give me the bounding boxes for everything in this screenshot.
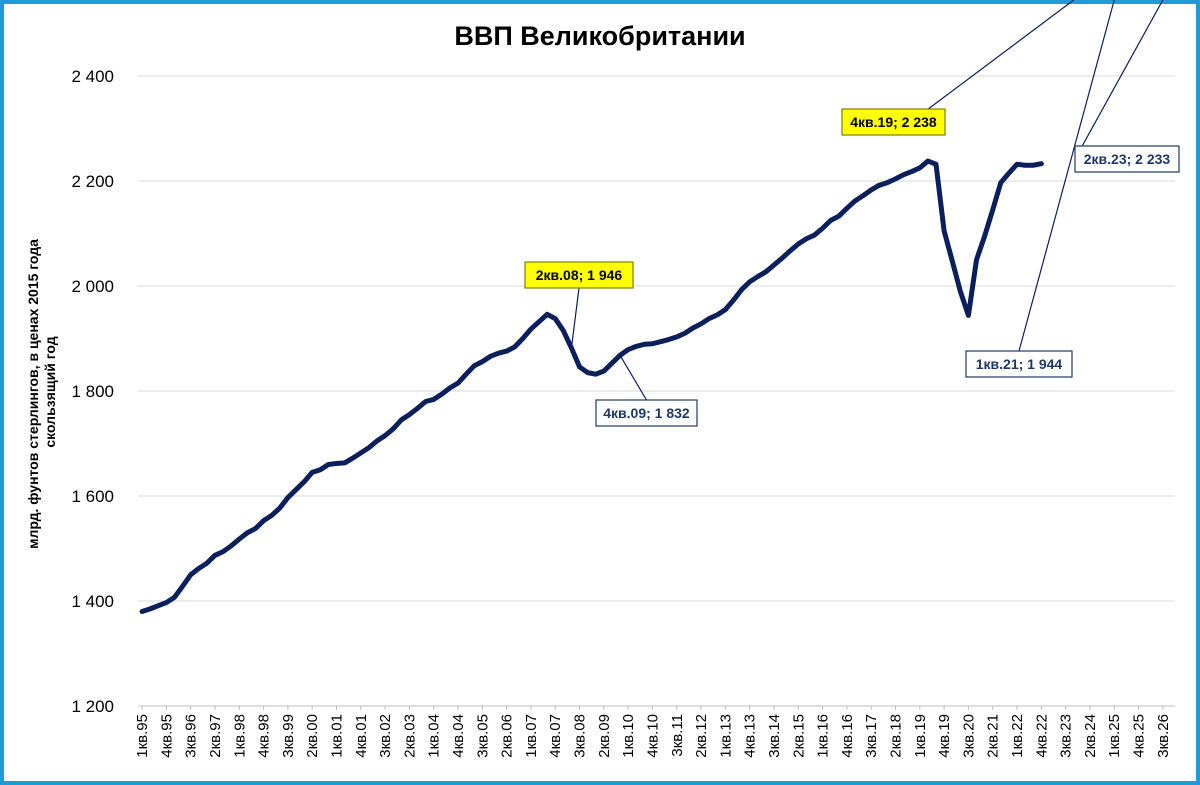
y-axis-tick-labels: 1 200 1 400 1 600 1 800 2 000 2 200 2 400 xyxy=(71,67,114,716)
annotation-text: 4кв.09; 1 832 xyxy=(603,405,690,421)
annotation-text: 2кв.23; 2 233 xyxy=(1084,151,1171,167)
gdp-series-line xyxy=(139,158,1044,614)
x-tick-label: 2кв.21 xyxy=(985,714,1002,758)
x-tick-label: 1кв.95 xyxy=(134,714,151,758)
x-tick-label: 1кв.25 xyxy=(1106,714,1123,758)
x-tick-label: 3кв.08 xyxy=(572,714,589,758)
x-tick-label: 4кв.25 xyxy=(1131,714,1148,758)
x-tick-label: 2кв.06 xyxy=(499,714,516,758)
annotation-callout: 4кв.19; 2 238 xyxy=(841,108,946,136)
annotation-box xyxy=(965,350,1073,378)
annotation-box xyxy=(841,108,946,136)
annotation-callout: 4кв.09; 1 832 xyxy=(595,399,698,427)
x-tick-label: 2кв.12 xyxy=(693,714,710,758)
x-tick-label: 3кв.14 xyxy=(766,714,783,758)
y-tick-label: 1 200 xyxy=(71,697,114,716)
annotation-leader xyxy=(1074,0,1164,160)
y-tick-label: 1 600 xyxy=(71,487,114,506)
x-tick-label: 1кв.07 xyxy=(523,714,540,758)
x-tick-label: 2кв.18 xyxy=(887,714,904,758)
x-tick-label: 1кв.04 xyxy=(426,714,443,758)
x-tick-label: 1кв.98 xyxy=(231,714,248,758)
x-tick-label: 3кв.96 xyxy=(183,714,200,758)
x-tick-label: 4кв.16 xyxy=(839,714,856,758)
x-tick-label: 3кв.26 xyxy=(1155,714,1172,758)
x-tick-label: 1кв.01 xyxy=(328,714,345,758)
grid-lines xyxy=(138,75,1175,602)
chart-title: ВВП Великобритании xyxy=(454,21,745,51)
annotation-callout: 2кв.08; 1 946 xyxy=(524,261,634,289)
x-tick-label: 4кв.98 xyxy=(256,714,273,758)
y-axis-label: млрд. фунтов стерлингов, в ценах 2015 го… xyxy=(25,235,58,549)
x-tick-label: 3кв.20 xyxy=(960,714,977,758)
x-tick-label: 1кв.10 xyxy=(620,714,637,758)
x-tick-label: 2кв.00 xyxy=(304,714,321,758)
x-tick-label: 3кв.11 xyxy=(669,714,686,757)
x-tick-label: 4кв.95 xyxy=(158,714,175,758)
x-tick-label: 1кв.19 xyxy=(912,714,929,758)
y-axis-label-line-1: млрд. фунтов стерлингов, в ценах 2015 го… xyxy=(25,239,41,549)
x-tick-label: 1кв.13 xyxy=(717,714,734,758)
annotation-text: 2кв.08; 1 946 xyxy=(536,267,623,283)
annotation-box xyxy=(524,261,634,289)
y-tick-label: 2 200 xyxy=(71,172,114,191)
y-tick-label: 1 400 xyxy=(71,592,114,611)
x-tick-label: 3кв.17 xyxy=(863,714,880,758)
x-tick-label: 3кв.23 xyxy=(1058,714,1075,758)
x-tick-label: 4кв.10 xyxy=(644,714,661,758)
x-tick-label: 4кв.07 xyxy=(547,714,564,758)
annotation-callout: 1кв.21; 1 944 xyxy=(965,350,1073,378)
annotation-box xyxy=(595,399,698,427)
x-tick-label: 4кв.01 xyxy=(353,714,370,758)
x-tick-label: 3кв.05 xyxy=(474,714,491,758)
x-tick-label: 2кв.97 xyxy=(207,714,224,758)
x-tick-label: 4кв.22 xyxy=(1033,714,1050,758)
y-tick-label: 2 400 xyxy=(71,67,114,86)
annotation-callout: 2кв.23; 2 233 xyxy=(1074,145,1180,173)
annotation-leader xyxy=(1018,0,1115,352)
x-tick-label: 4кв.19 xyxy=(936,714,953,758)
x-tick-label: 2кв.03 xyxy=(401,714,418,758)
y-axis-label-line-2: скользящий год xyxy=(42,336,58,447)
annotation-box xyxy=(1074,145,1180,173)
x-tick-label: 3кв.99 xyxy=(280,714,297,758)
x-tick-label: 2кв.24 xyxy=(1082,714,1099,758)
x-tick-label: 2кв.09 xyxy=(596,714,613,758)
x-tick-label: 4кв.04 xyxy=(450,714,467,758)
x-tick-label: 3кв.02 xyxy=(377,714,394,758)
annotation-text: 4кв.19; 2 238 xyxy=(850,114,937,130)
x-tick-label: 1кв.22 xyxy=(1009,714,1026,758)
y-tick-label: 1 800 xyxy=(71,382,114,401)
y-tick-label: 2 000 xyxy=(71,277,114,296)
x-tick-label: 4кв.13 xyxy=(742,714,759,758)
x-tick-label: 2кв.15 xyxy=(790,714,807,758)
annotation-text: 1кв.21; 1 944 xyxy=(976,356,1063,372)
x-tick-label: 1кв.16 xyxy=(815,714,832,758)
annotation-labels: 2кв.08; 1 946 4кв.09; 1 832 4кв.19; 2 238 1… xyxy=(524,108,1180,427)
x-axis-tick-labels: 1кв.95 4кв.95 3кв.96 2кв.97 1кв.98 4кв.98 3кв.… xyxy=(134,706,1172,758)
annotation-leader xyxy=(570,287,580,349)
annotation-leader xyxy=(619,354,648,401)
